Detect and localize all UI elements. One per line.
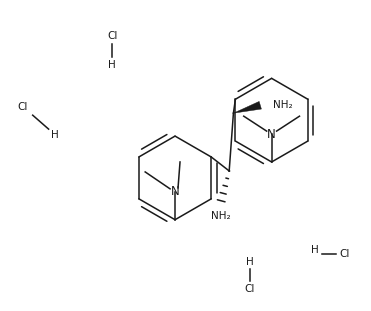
- Text: Cl: Cl: [17, 102, 28, 112]
- Text: NH₂: NH₂: [211, 211, 231, 221]
- Text: N: N: [171, 185, 180, 198]
- Text: Cl: Cl: [339, 248, 349, 258]
- Text: H: H: [108, 60, 116, 70]
- Text: Cl: Cl: [107, 30, 118, 40]
- Text: Cl: Cl: [244, 284, 255, 295]
- Polygon shape: [233, 101, 262, 113]
- Text: H: H: [51, 130, 59, 140]
- Text: NH₂: NH₂: [273, 100, 293, 110]
- Text: H: H: [246, 257, 254, 267]
- Text: H: H: [311, 244, 318, 255]
- Text: N: N: [267, 128, 276, 141]
